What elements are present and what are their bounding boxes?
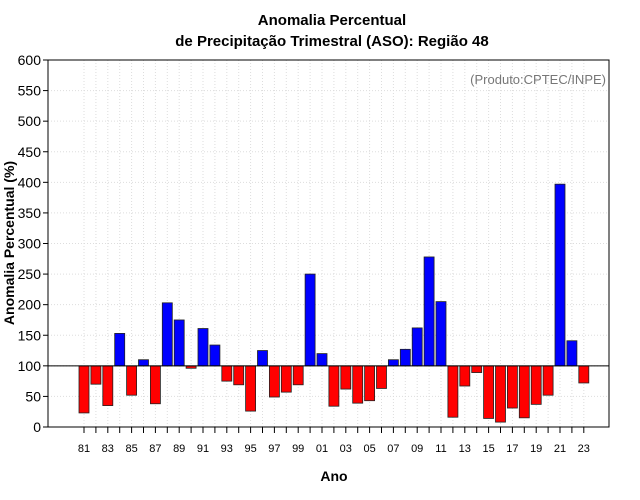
bar-1985 [126,365,137,396]
x-tick-label: 03 [340,443,352,455]
grid [48,59,609,428]
y-tick-label: 500 [18,113,42,129]
bar-2016 [495,365,506,423]
source-annotation: (Produto:CPTEC/INPE) [470,72,606,87]
bar-1999 [292,365,304,386]
bar-1991 [197,328,209,367]
y-tick-label: 250 [18,266,42,282]
bar-2004 [352,365,364,404]
bar-1997 [268,365,280,398]
x-axis-label: Ano [320,468,347,484]
x-tick-label: 21 [554,443,566,455]
bar-2005 [364,365,376,402]
bar-2000 [304,273,316,367]
bar-1988 [161,302,173,367]
y-tick-label: 150 [18,327,42,343]
x-tick-label: 13 [459,443,471,455]
bar-2009 [411,327,423,367]
y-tick-label: 600 [18,52,42,68]
bar-2008 [399,348,411,367]
x-tick-label: 99 [292,443,304,455]
bar-2019 [530,365,542,405]
bar-2015 [483,365,495,419]
bar-2020 [542,365,554,396]
plot-frame [47,59,610,428]
bar-2001 [316,353,328,367]
bar-2011 [435,301,447,367]
bar-1994 [233,365,245,386]
x-tick-label: 95 [244,443,256,455]
bar-1998 [280,365,292,393]
x-tick-label: 15 [482,443,494,455]
x-tick-label: 91 [197,443,209,455]
x-tick-label: 85 [125,443,137,455]
bar-1993 [221,365,233,382]
y-tick-label: 100 [18,358,42,374]
bar-1983 [102,365,114,406]
bar-2013 [459,365,471,387]
y-tick-label: 450 [18,144,42,160]
x-tick-label: 23 [578,443,590,455]
bar-1989 [173,319,185,367]
bar-1982 [90,365,102,385]
bar-2023 [578,365,590,384]
bar-2012 [447,365,459,418]
bar-2002 [328,365,340,407]
y-axis-label: Anomalia Percentual (%) [1,161,17,325]
bar-2021 [554,183,566,367]
x-tick-label: 89 [173,443,185,455]
bar-2007 [387,359,399,367]
x-tick-label: 93 [221,443,233,455]
chart-title-line1: Anomalia Percentual [258,12,406,29]
x-tick-label: 19 [530,443,542,455]
bar-2018 [518,365,530,419]
bar-1987 [149,365,161,405]
bar-1981 [78,365,90,414]
y-tick-label: 0 [33,419,41,435]
bar-2014 [471,365,483,373]
bar-1986 [138,359,149,367]
bar-1995 [245,365,257,412]
bar-2003 [340,365,352,390]
bar-1984 [114,333,126,367]
x-tick-label: 01 [316,443,328,455]
x-tick-label: 11 [435,443,446,455]
bar-2006 [376,365,387,389]
y-tick-label: 300 [18,236,42,252]
x-tick-label: 87 [149,443,161,455]
bar-1996 [257,350,268,367]
bar-2017 [506,365,518,409]
x-tick-label: 09 [411,443,423,455]
y-tick-label: 350 [18,205,42,221]
x-tick-label: 17 [506,443,518,455]
x-tick-label: 97 [268,443,280,455]
bar-1992 [209,344,221,367]
y-tick-label: 400 [18,174,42,190]
x-tick-label: 07 [387,443,399,455]
bar-2010 [423,256,435,367]
y-tick-label: 200 [18,297,42,313]
x-tick-label: 81 [78,443,90,455]
x-tick-label: 83 [102,443,114,455]
bar-2022 [566,340,578,367]
x-tick-label: 05 [363,443,375,455]
chart-title-line2: de Precipitação Trimestral (ASO): Região… [175,33,488,50]
y-tick-label: 50 [25,388,41,404]
bars [78,183,590,423]
y-tick-label: 550 [18,83,42,99]
